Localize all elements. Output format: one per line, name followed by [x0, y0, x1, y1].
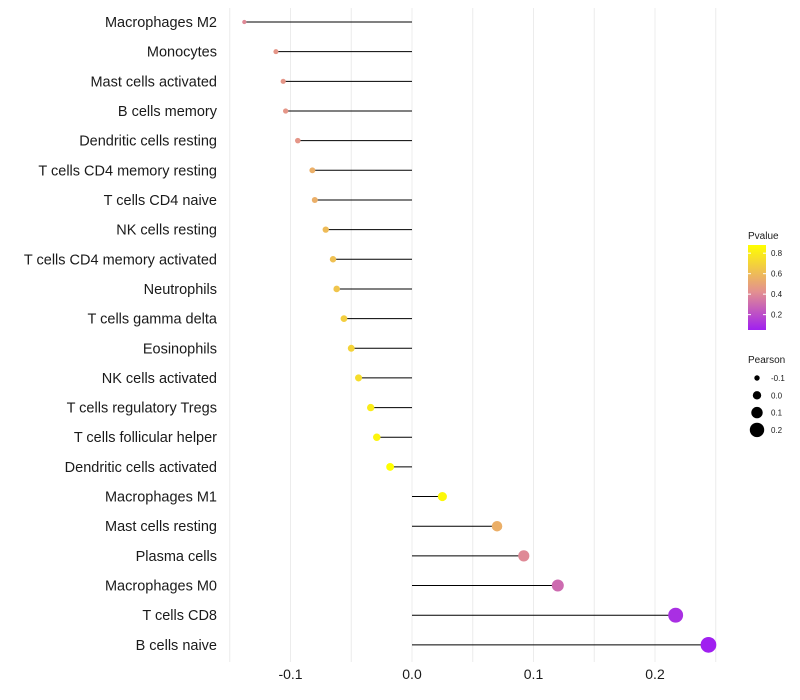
lollipop-point	[340, 315, 348, 322]
lollipop-point	[668, 607, 684, 623]
pearson-legend-title: Pearson	[748, 355, 785, 366]
lollipop-point	[280, 78, 286, 84]
pearson-legend-dot	[754, 375, 760, 381]
lollipop-point	[311, 196, 318, 203]
pvalue-legend-title: Pvalue	[748, 231, 779, 242]
lollipop-point	[367, 403, 375, 412]
y-axis-label: Monocytes	[147, 45, 217, 61]
y-axis-label: Macrophages M1	[105, 490, 217, 506]
lollipop-point	[295, 137, 301, 144]
pearson-legend-dot	[749, 422, 765, 438]
y-axis-label: Mast cells activated	[90, 74, 217, 90]
y-axis-label: B cells naive	[136, 638, 217, 654]
lollipop-point	[437, 491, 447, 502]
pearson-legend-label: 0.1	[771, 409, 783, 418]
y-axis-label: Dendritic cells resting	[79, 134, 217, 150]
y-axis-label: Macrophages M0	[105, 579, 217, 595]
y-axis-label: T cells CD4 memory resting	[38, 163, 217, 179]
colorbar-tick-label: 0.2	[771, 311, 783, 320]
lollipop-point	[386, 462, 395, 471]
lollipop-point	[518, 550, 530, 562]
y-axis-label: Eosinophils	[143, 341, 217, 357]
y-axis-label: T cells CD4 memory activated	[24, 252, 217, 268]
grid-lines	[229, 8, 717, 662]
x-tick-label: -0.1	[278, 666, 302, 682]
pearson-legend-label: -0.1	[771, 374, 785, 383]
pvalue-legend-ticks: 0.8 0.6 0.4 0.2	[748, 249, 783, 320]
pearson-legend: Pearson -0.1 0.0 0.1 0.2	[748, 355, 785, 438]
y-axis-label: Neutrophils	[144, 282, 217, 298]
y-axis-label: T cells follicular helper	[74, 430, 217, 446]
y-axis-label: T cells gamma delta	[88, 312, 218, 328]
lollipop-point	[491, 520, 503, 532]
y-axis-label: T cells CD8	[142, 608, 217, 624]
y-axis-label: Macrophages M2	[105, 15, 217, 31]
lollipop-points	[242, 19, 717, 653]
lollipop-point	[551, 579, 564, 592]
pearson-legend-label: 0.2	[771, 426, 783, 435]
y-axis-label: Mast cells resting	[105, 519, 217, 535]
lollipop-point	[329, 256, 337, 263]
x-tick-label: 0.2	[645, 666, 665, 682]
lollipop-point	[347, 344, 355, 352]
pvalue-legend: Pvalue 0.8 0.6 0.4 0.2	[748, 231, 783, 330]
pearson-legend-dot	[751, 406, 763, 419]
y-axis-label: Plasma cells	[136, 549, 217, 565]
lollipop-point	[283, 108, 289, 114]
y-axis-label: B cells memory	[118, 104, 218, 120]
y-axis-label: T cells regulatory Tregs	[67, 401, 217, 417]
y-axis-label: NK cells resting	[116, 223, 217, 239]
lollipop-point	[242, 19, 247, 25]
lollipop-point	[373, 433, 381, 442]
x-axis-ticks: -0.1 0.0 0.1 0.2	[278, 666, 665, 682]
y-axis-label: NK cells activated	[102, 371, 217, 387]
y-axis-label: Dendritic cells activated	[65, 460, 217, 476]
colorbar-tick-label: 0.6	[771, 270, 783, 279]
x-tick-label: 0.1	[524, 666, 544, 682]
pearson-legend-label: 0.0	[771, 391, 783, 400]
colorbar-tick-label: 0.8	[771, 249, 783, 258]
x-tick-label: 0.0	[402, 666, 422, 682]
lollipop-point	[333, 285, 340, 293]
lollipop-point	[355, 374, 363, 382]
y-axis-label: T cells CD4 naive	[104, 193, 217, 209]
lollipop-stems	[244, 21, 709, 646]
lollipop-point	[273, 49, 279, 55]
pearson-legend-dot	[752, 391, 762, 400]
lollipop-point	[309, 167, 316, 174]
lollipop-point	[700, 637, 717, 653]
pvalue-colorbar	[748, 245, 766, 330]
lollipop-point	[322, 226, 329, 233]
colorbar-tick-label: 0.4	[771, 290, 783, 299]
y-axis-labels: Macrophages M2 Monocytes Mast cells activa…	[24, 15, 218, 654]
pearson-legend-items: -0.1 0.0 0.1 0.2	[749, 374, 785, 438]
